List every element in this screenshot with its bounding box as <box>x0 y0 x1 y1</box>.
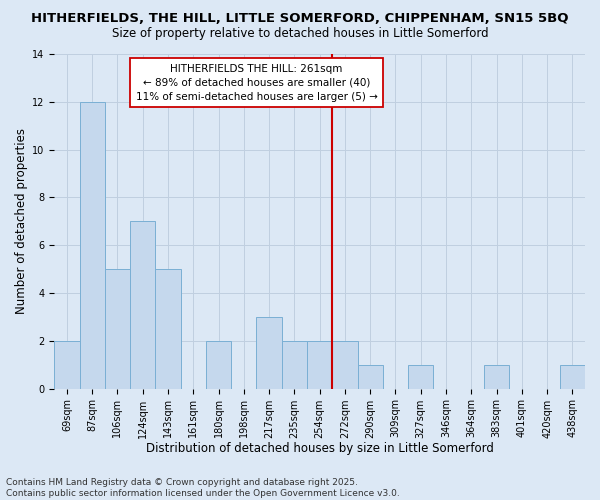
Bar <box>54 341 80 388</box>
Text: HITHERFIELDS, THE HILL, LITTLE SOMERFORD, CHIPPENHAM, SN15 5BQ: HITHERFIELDS, THE HILL, LITTLE SOMERFORD… <box>31 12 569 26</box>
Text: Contains HM Land Registry data © Crown copyright and database right 2025.
Contai: Contains HM Land Registry data © Crown c… <box>6 478 400 498</box>
Bar <box>358 364 383 388</box>
Bar <box>332 341 358 388</box>
Bar <box>282 341 307 388</box>
Bar <box>408 364 433 388</box>
Bar <box>307 341 332 388</box>
Y-axis label: Number of detached properties: Number of detached properties <box>15 128 28 314</box>
Bar <box>105 269 130 388</box>
Bar <box>560 364 585 388</box>
Bar <box>484 364 509 388</box>
X-axis label: Distribution of detached houses by size in Little Somerford: Distribution of detached houses by size … <box>146 442 494 455</box>
Text: HITHERFIELDS THE HILL: 261sqm
← 89% of detached houses are smaller (40)
11% of s: HITHERFIELDS THE HILL: 261sqm ← 89% of d… <box>136 64 377 102</box>
Bar <box>206 341 231 388</box>
Bar <box>80 102 105 389</box>
Bar <box>155 269 181 388</box>
Bar <box>130 222 155 388</box>
Bar <box>256 317 282 388</box>
Text: Size of property relative to detached houses in Little Somerford: Size of property relative to detached ho… <box>112 28 488 40</box>
